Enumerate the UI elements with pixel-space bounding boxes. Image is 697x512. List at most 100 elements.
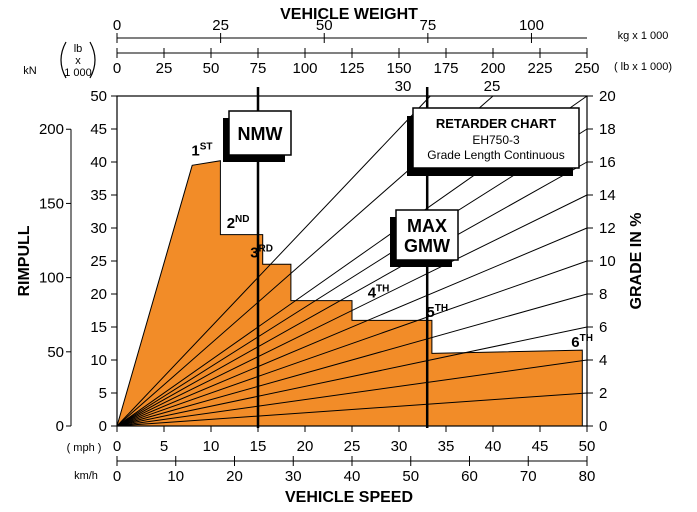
gear-suffix: TH — [376, 283, 389, 294]
lb-unit-label: ( lb x 1 000) — [614, 61, 672, 73]
mph-tick-label: 5 — [160, 438, 168, 455]
gear-number: 6 — [571, 334, 579, 351]
grade-line-4 — [116, 359, 588, 427]
lb-tick-label: 100 — [292, 60, 317, 77]
kg-tick-label: 25 — [212, 17, 229, 34]
kmh-tick-label: 0 — [113, 468, 121, 485]
grade-tick-label: 4 — [599, 352, 607, 369]
rimpull-lb-tick-label: 45 — [90, 121, 107, 138]
kmh-tick-label: 80 — [579, 468, 596, 485]
rimpull-kn-tick-label: 100 — [39, 270, 64, 287]
gear-label-1st: 1ST — [191, 141, 212, 159]
rimpull-kn-tick-label: 200 — [39, 121, 64, 138]
lb-tick-label: 0 — [113, 60, 121, 77]
rimpull-lb-tick-label: 30 — [90, 220, 107, 237]
gear-label-3rd: 3RD — [250, 244, 273, 262]
retarder-area — [116, 160, 583, 427]
mph-tick-label: 0 — [113, 438, 121, 455]
title-box-body — [412, 107, 580, 169]
grade-tick-label: 2 — [599, 385, 607, 402]
gear-number: 1 — [191, 142, 199, 159]
kg-tick-label: 0 — [113, 17, 121, 34]
grade-line-14 — [116, 194, 588, 427]
gear-label-5th: 5TH — [426, 303, 448, 321]
kmh-tick-label: 50 — [402, 468, 419, 485]
gear-suffix: RD — [259, 244, 273, 255]
grade-top-label-30: 30 — [395, 78, 412, 95]
retarder-area-layer — [116, 160, 583, 427]
gear-number: 2 — [227, 215, 235, 232]
grade-line-2 — [116, 392, 588, 427]
rimpull-kn-tick-label: 0 — [56, 418, 64, 435]
rimpull-lb-tick-label: 50 — [90, 88, 107, 105]
gear-suffix: TH — [435, 303, 448, 314]
mph-tick-label: 20 — [297, 438, 314, 455]
rimpull-lb-tick-label: 10 — [90, 352, 107, 369]
grade-tick-label: 6 — [599, 319, 607, 336]
gear-number: 4 — [368, 284, 377, 301]
rimpull-lb-tick-label: 15 — [90, 319, 107, 336]
grade-line-30 — [116, 95, 431, 427]
right-axis-title: GRADE IN % — [628, 213, 645, 310]
lb-tick-label: 125 — [339, 60, 364, 77]
kg-tick-label: 75 — [420, 17, 437, 34]
nmw-label-box — [228, 110, 292, 156]
rimpull-unit-x: x — [75, 55, 81, 67]
rimpull-lb-tick-label: 35 — [90, 187, 107, 204]
rimpull-unit-1000: 1 000 — [64, 67, 92, 79]
kmh-tick-label: 70 — [520, 468, 537, 485]
rimpull-lb-tick-label: 0 — [99, 418, 107, 435]
rimpull-lb-tick-label: 25 — [90, 253, 107, 270]
retarder-title-box: RETARDER CHART EH750-3 Grade Length Cont… — [407, 107, 580, 176]
kmh-tick-label: 20 — [226, 468, 243, 485]
rimpull-kn-tick-label: 50 — [47, 344, 64, 361]
mph-tick-label: 30 — [391, 438, 408, 455]
lb-tick-label: 50 — [203, 60, 220, 77]
weight-label-text: MAX — [407, 216, 447, 236]
chart-title: RETARDER CHART — [436, 116, 556, 131]
lb-tick-label: 150 — [386, 60, 411, 77]
gear-label-6th: 6TH — [571, 333, 593, 351]
weight-label-text: GMW — [404, 236, 450, 256]
lb-tick-label: 25 — [156, 60, 173, 77]
gear-number: 3 — [250, 245, 258, 262]
mph-tick-label: 50 — [579, 438, 596, 455]
lb-tick-label: 225 — [527, 60, 552, 77]
chart-model: EH750-3 — [472, 133, 520, 147]
lb-tick-label: 250 — [574, 60, 599, 77]
grade-tick-label: 12 — [599, 220, 616, 237]
lb-tick-label: 175 — [433, 60, 458, 77]
grade-top-label-25: 25 — [484, 78, 501, 95]
mph-unit-label: ( mph ) — [67, 442, 102, 454]
gear-label-4th: 4TH — [368, 283, 390, 301]
rimpull-lb-tick-label: 20 — [90, 286, 107, 303]
weight-label-text: NMW — [238, 124, 283, 144]
kmh-tick-label: 40 — [344, 468, 361, 485]
gear-suffix: ND — [235, 214, 249, 225]
gear-number: 5 — [426, 304, 434, 321]
grade-line-12 — [116, 227, 588, 427]
mph-tick-label: 15 — [250, 438, 267, 455]
rimpull-unit-right-paren — [89, 41, 96, 79]
kg-tick-label: 50 — [316, 17, 333, 34]
grade-tick-label: 10 — [599, 253, 616, 270]
rimpull-lb-tick-label: 5 — [99, 385, 107, 402]
kmh-tick-label: 30 — [285, 468, 302, 485]
grade-line-6 — [116, 326, 588, 427]
grade-tick-label: 20 — [599, 88, 616, 105]
rimpull-unit-left-paren — [60, 41, 67, 79]
kg-tick-label: 100 — [519, 17, 544, 34]
mph-tick-label: 25 — [344, 438, 361, 455]
top-axis-title: VEHICLE WEIGHT — [280, 6, 418, 23]
mph-tick-label: 40 — [485, 438, 502, 455]
chart-subtitle: Grade Length Continuous — [427, 148, 564, 162]
grade-line-8 — [116, 293, 588, 427]
bottom-axis-title: VEHICLE SPEED — [285, 489, 413, 506]
mph-tick-label: 45 — [532, 438, 549, 455]
kg-unit-label: kg x 1 000 — [618, 30, 669, 42]
grade-line-10 — [116, 260, 588, 427]
kmh-tick-label: 60 — [461, 468, 478, 485]
